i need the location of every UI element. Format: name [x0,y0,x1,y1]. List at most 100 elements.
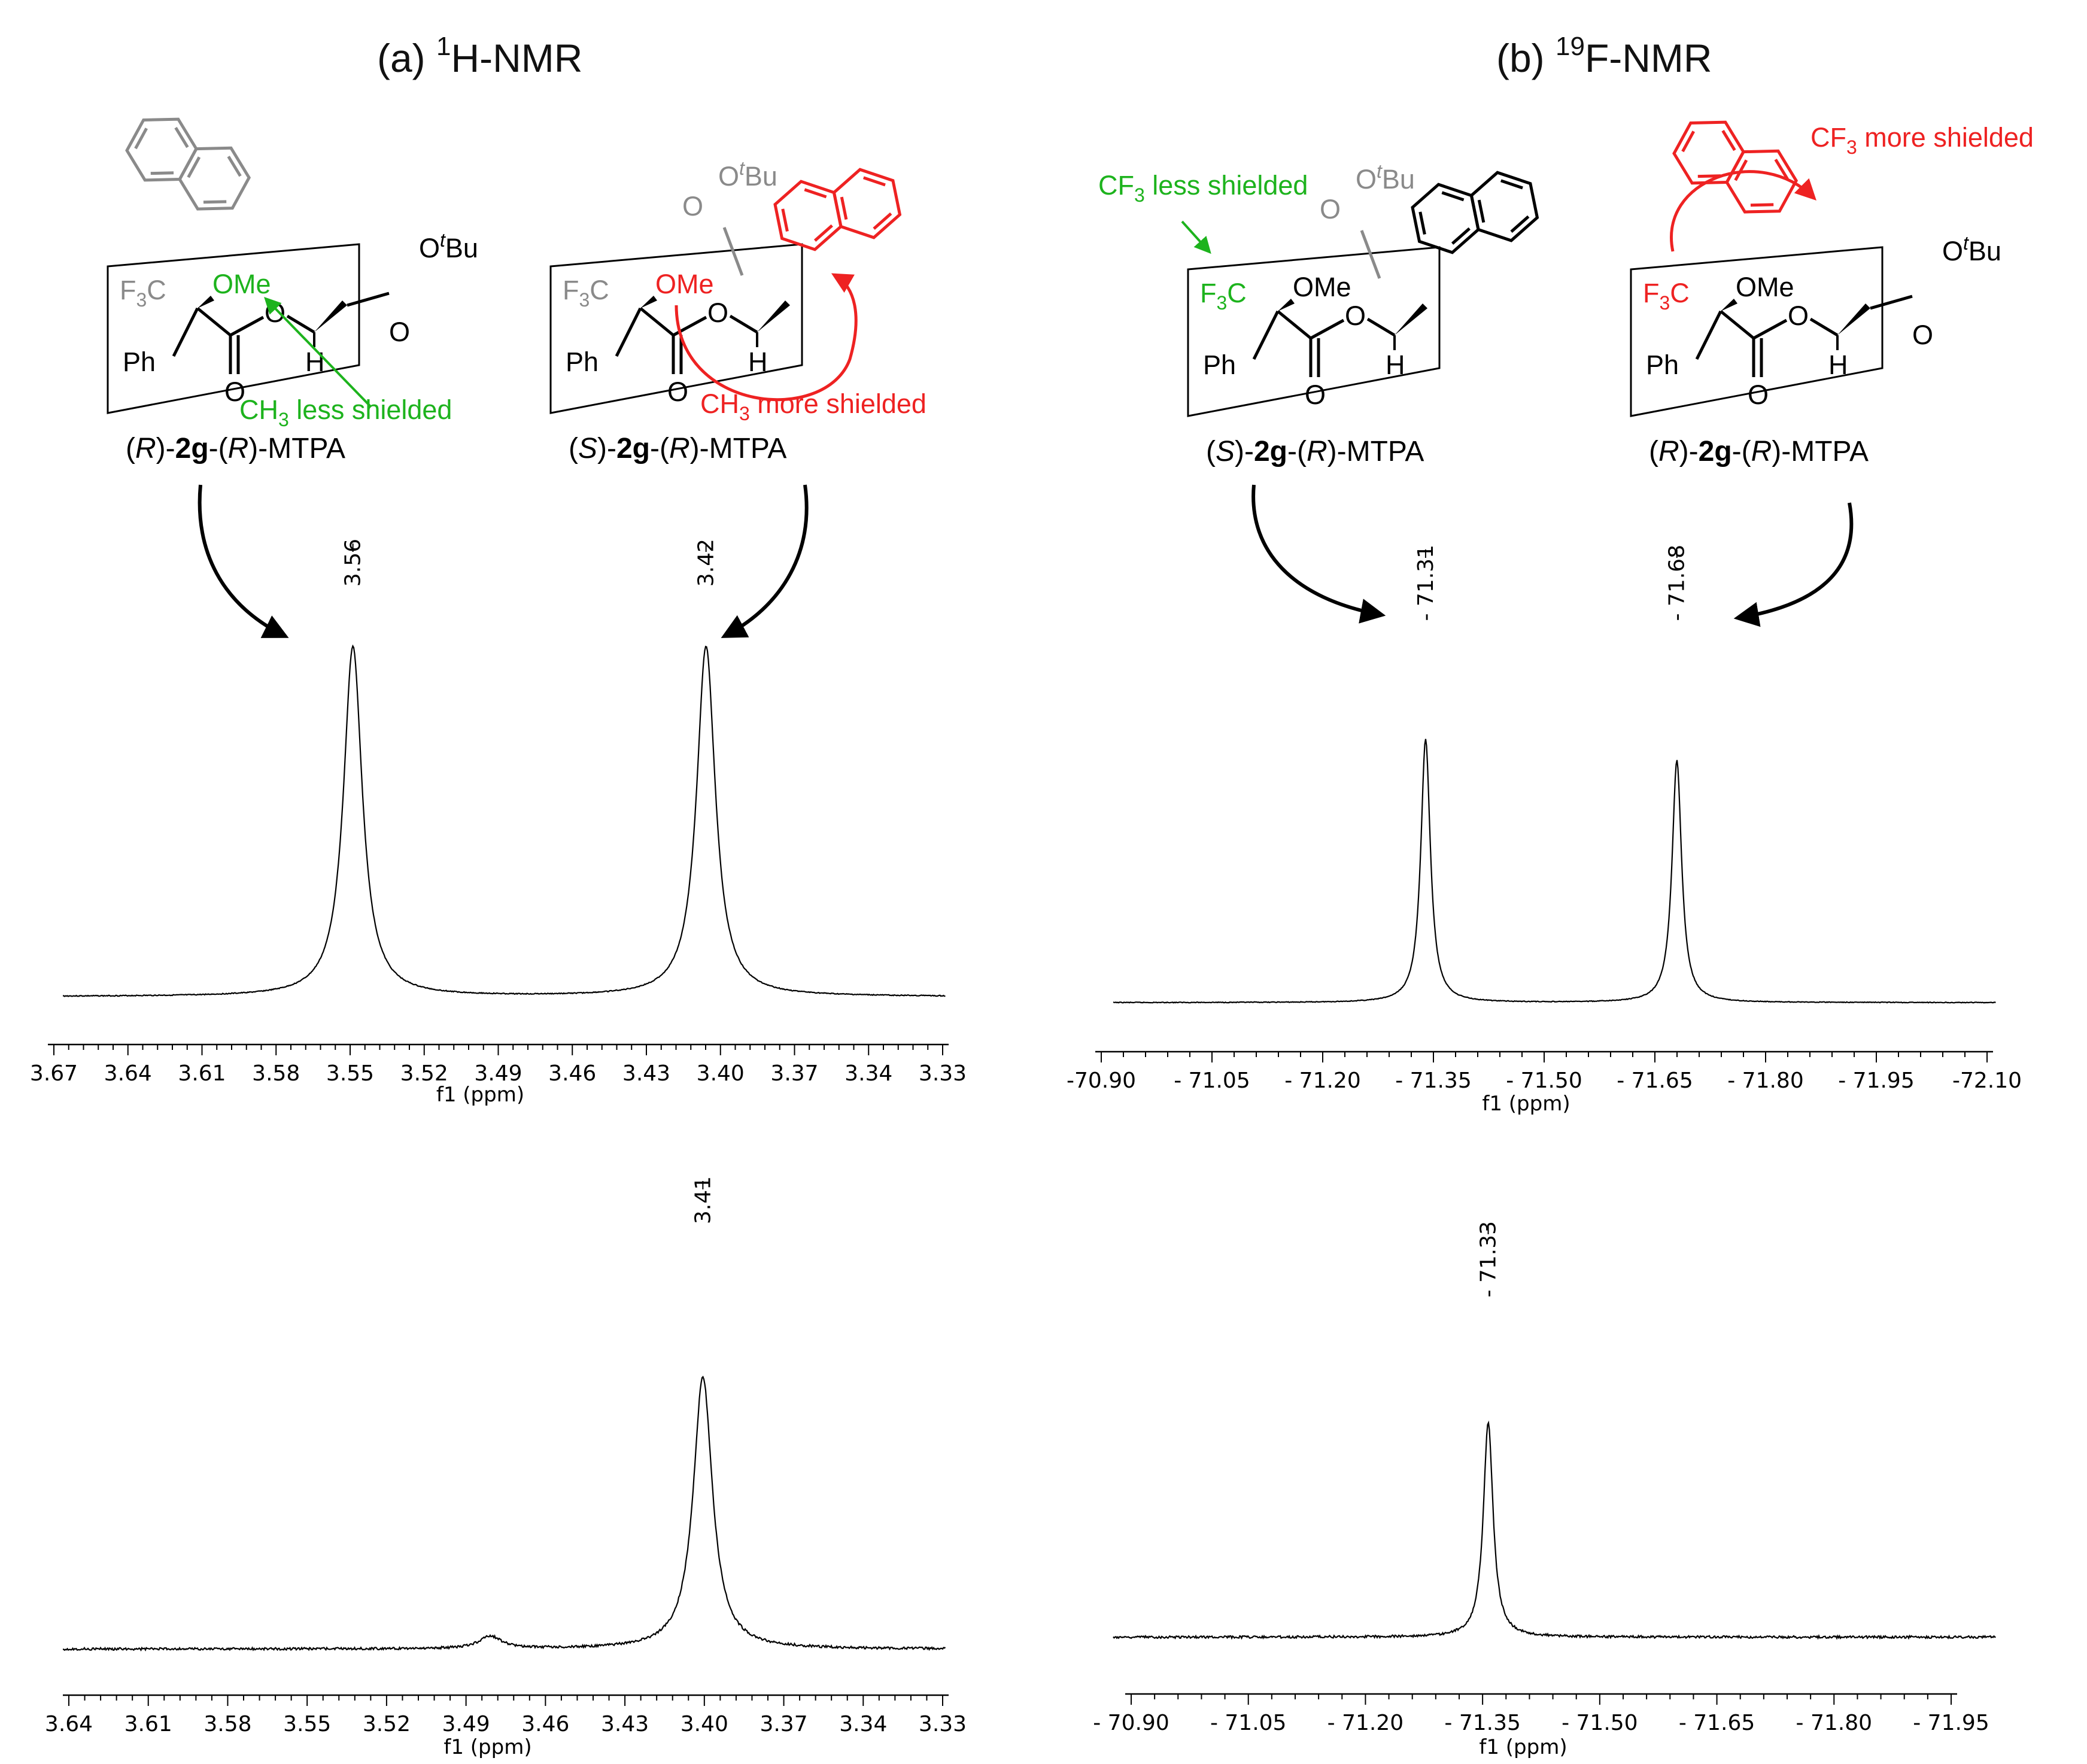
otbu-group: OtBu [1942,232,2001,266]
carbonyl-o: O [667,377,688,407]
assignment-arrows [198,484,1854,638]
x-tick-label: 3.37 [760,1712,807,1736]
plane-frame [107,243,360,414]
x-tick-label: 3.55 [283,1712,331,1736]
x-tick-label: - 71.80 [1796,1711,1873,1735]
spectrum-a-bottom: 3.413.64 3.61 3.58 3.55 3.52 3.49 3.46 3.43 3.40… [45,1176,967,1759]
naphthyl-ring [125,117,251,211]
x-tick-label: - 71.65 [1679,1711,1755,1735]
x-axis-label: f1 (ppm) [1479,1735,1567,1759]
x-tick-label: 3.34 [844,1061,892,1086]
x-tick-label: 3.37 [770,1061,818,1086]
methine-h: H [1828,350,1848,380]
x-tick-label: 3.61 [124,1712,172,1736]
x-tick-label: 3.33 [919,1712,967,1736]
naphthyl-ring [773,168,902,251]
x-tick-label: 3.40 [681,1712,728,1736]
x-tick-label: 3.58 [252,1061,300,1086]
ome-group: OMe [1293,272,1351,302]
ester-carbonyl-o: O [1912,320,1933,350]
arrow-r2g-f-to-peak [1733,502,1854,627]
x-tick-label: - 71.95 [1913,1711,1989,1735]
naphthyl-ring [1672,120,1799,214]
x-tick-label: 3.34 [839,1712,887,1736]
x-tick-label: - 71.35 [1395,1068,1472,1093]
shielding-note: CH3 less shielded [239,394,452,430]
structure-label: (S)-2g-(R)-MTPA [569,433,786,464]
x-tick-label: 3.61 [178,1061,226,1086]
x-tick-label: 3.49 [442,1712,490,1736]
x-tick-label: 3.64 [45,1712,93,1736]
structure-label: (R)-2g-(R)-MTPA [1649,436,1869,467]
carbonyl-o: O [224,377,245,407]
carbonyl-o: O [1748,379,1769,410]
x-tick-label: 3.49 [474,1061,522,1086]
x-tick-label: 3.52 [363,1712,411,1736]
phenyl-label: Ph [1646,350,1679,380]
plane-frame [549,243,803,414]
arrow-r2g-to-peak [198,484,289,638]
x-tick-label: -72.10 [1952,1068,2022,1093]
mtpa-bonds [1252,310,1345,377]
x-tick-label: - 71.50 [1562,1711,1638,1735]
x-axis-label: f1 (ppm) [436,1083,524,1107]
x-tick-label: -70.90 [1067,1068,1136,1093]
ester-carbonyl-o: O [682,191,703,221]
f3c-group: F3C [120,275,166,311]
x-tick-label: 3.46 [521,1712,569,1736]
arrow-s2g-f-to-peak [1251,484,1386,624]
naphthyl-ring [1411,171,1539,254]
nmr-spectra: 3.56 3.423.67 3.64 3.61 3.58 3.55 3.52 3.49 3.46… [30,539,2022,1759]
x-tick-label: - 71.50 [1506,1068,1582,1093]
x-tick-label: 3.33 [919,1061,967,1086]
spectrum-trace [62,644,946,997]
otbu-group: OtBu [419,229,478,263]
arrow-s2g-to-peak [721,484,809,638]
plane-frame [1187,246,1441,417]
structure-label: (S)-2g-(R)-MTPA [1206,436,1424,467]
ome-group: OMe [1736,272,1794,302]
otbu-group: OtBu [718,157,777,192]
spectrum-b-bottom: - 71.33- 70.90- 71.05- 71.20- 71.35- 71.… [1093,1221,1996,1759]
spectrum-trace [62,1376,946,1652]
shielding-note: CF3 more shielded [1810,122,2034,158]
methine-h: H [305,347,325,377]
x-tick-label: 3.55 [326,1061,374,1086]
methine-h: H [1386,350,1405,380]
x-tick-label: 3.58 [203,1712,251,1736]
ester-o: O [1788,300,1809,331]
x-axis-label: f1 (ppm) [443,1735,531,1759]
x-tick-label: - 71.65 [1617,1068,1693,1093]
shielding-note: CF3 less shielded [1098,170,1308,206]
ester-o: O [1345,300,1366,331]
ome-group: OMe [212,269,271,299]
mtpa-bonds [1695,310,1788,377]
x-tick-label: 3.43 [601,1712,649,1736]
x-tick-label: - 71.95 [1838,1068,1915,1093]
otbu-group: OtBu [1356,160,1415,195]
x-tick-label: - 71.05 [1210,1711,1287,1735]
ester-o: O [707,297,728,328]
plane-frame [1630,246,1884,417]
spectrum-trace [1113,739,1996,1004]
x-tick-label: - 71.80 [1727,1068,1804,1093]
x-tick-label: 3.52 [400,1061,448,1086]
spectrum-a-top: 3.56 3.423.67 3.64 3.61 3.58 3.55 3.52 3.49 3.46… [30,539,967,1107]
structure-label: (R)-2g-(R)-MTPA [126,433,345,464]
mtpa-bonds [615,307,707,374]
x-tick-label: - 71.35 [1444,1711,1521,1735]
methine-h: H [748,347,768,377]
ome-group: OMe [655,269,714,299]
x-tick-label: - 71.20 [1327,1711,1404,1735]
phenyl-label: Ph [1203,350,1236,380]
ester-carbonyl-o: O [389,317,410,347]
x-tick-label: - 70.90 [1093,1711,1169,1735]
panel-b-title: (b) 19F-NMR [1496,32,1712,80]
f3c-group: F3C [1200,278,1247,314]
x-tick-label: 3.40 [697,1061,745,1086]
